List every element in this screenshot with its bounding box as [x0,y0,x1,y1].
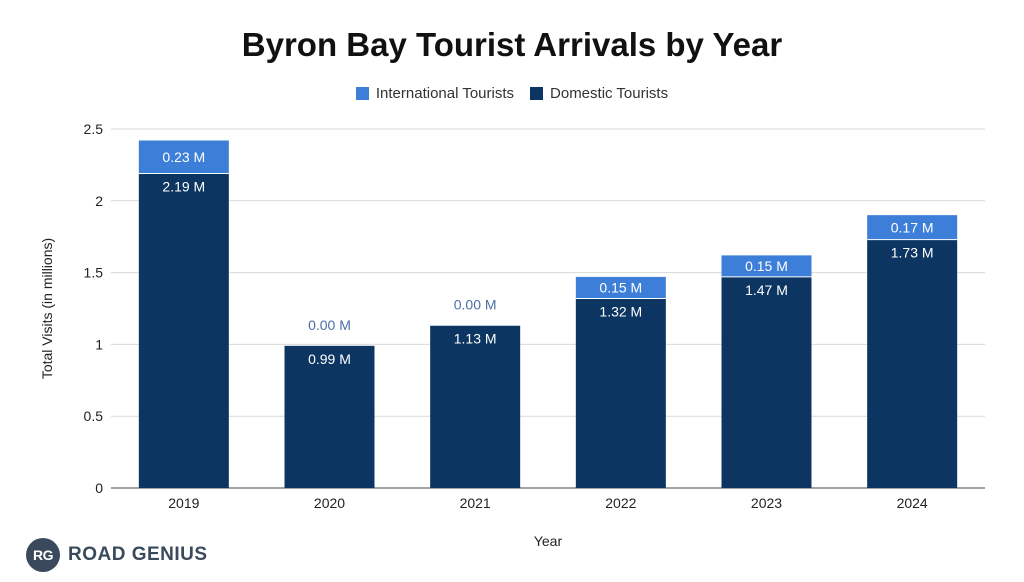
x-tick-label: 2019 [168,495,199,511]
data-label-international: 0.15 M [745,258,788,274]
x-axis-title: Year [534,533,563,549]
x-tick-label: 2022 [605,495,636,511]
bar-domestic [284,345,375,488]
bar-domestic [575,298,666,488]
legend-entry-international[interactable]: International Tourists [355,85,515,102]
bar-domestic [430,325,521,488]
chart-legend: International Tourists Domestic Tourists [0,85,1024,102]
data-label-international: 0.15 M [599,280,642,296]
y-tick-label: 0 [95,480,103,496]
data-label-domestic: 0.99 M [308,351,351,367]
data-label-international: 0.23 M [162,149,205,165]
data-label-domestic: 2.19 M [162,179,205,195]
bar-domestic [867,239,958,488]
brand-name: ROAD GENIUS [68,544,208,565]
x-tick-label: 2020 [314,495,345,511]
data-label-domestic: 1.13 M [454,331,497,347]
data-label-international: 0.17 M [891,219,934,235]
bar-international [721,255,812,277]
x-tick-label: 2024 [897,495,928,511]
bar-international [138,140,229,174]
x-tick-label: 2021 [460,495,491,511]
bar-international [575,276,666,299]
y-tick-label: 1 [95,336,103,352]
y-tick-label: 2 [95,193,103,209]
legend-label-international: International Tourists [375,85,515,102]
legend-entry-domestic[interactable]: Domestic Tourists [530,85,668,102]
data-label-domestic: 1.47 M [745,282,788,298]
x-tick-label: 2023 [751,495,782,511]
chart-title: Byron Bay Tourist Arrivals by Year [241,26,783,63]
bar-domestic [721,276,812,488]
data-label-domestic: 1.32 M [599,303,642,319]
data-label-international: 0.00 M [308,317,351,333]
y-tick-label: 2.5 [84,121,104,137]
legend-label-domestic: Domestic Tourists [550,85,669,102]
bar-domestic [138,173,229,489]
brand-mark-icon: RG [26,538,60,572]
data-label-international: 0.00 M [454,297,497,313]
legend-swatch-domestic [530,87,544,100]
data-label-domestic: 1.73 M [891,245,934,261]
brand-logo: RG ROAD GENIUS [26,538,208,572]
bar-international [867,215,958,240]
y-tick-label: 0.5 [84,408,104,424]
y-tick-label: 1.5 [84,265,104,281]
y-axis-title: Total Visits (in millions) [39,238,55,379]
legend-swatch-international [355,87,369,100]
